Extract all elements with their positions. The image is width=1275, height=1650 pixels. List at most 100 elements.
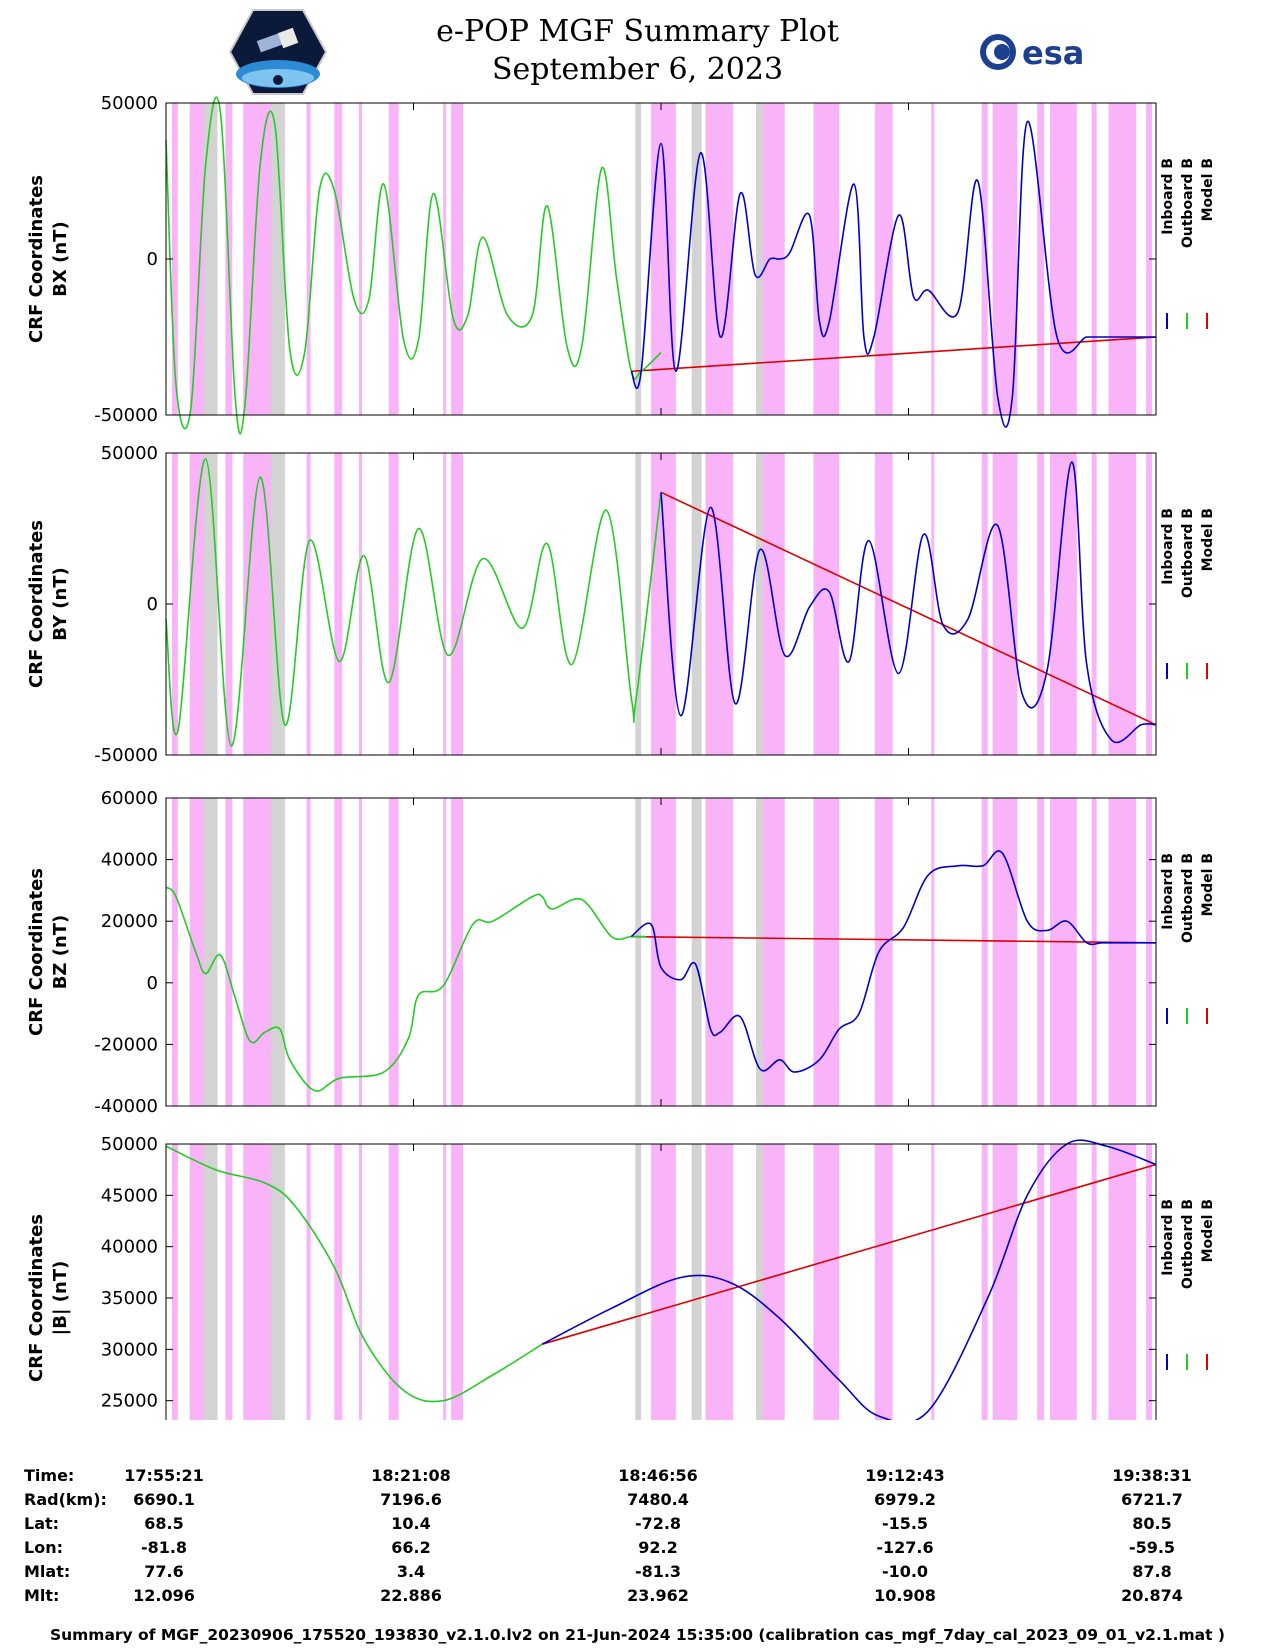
table-cell: 18:46:56 (618, 1466, 698, 1485)
pink-band (306, 1144, 311, 1420)
pink-band (705, 453, 734, 755)
y-tick-label: 45000 (101, 1185, 158, 1206)
pink-band (334, 453, 343, 755)
gray-band (756, 103, 763, 415)
gray-band (203, 1144, 218, 1420)
pink-band (1091, 798, 1097, 1106)
pink-band (451, 103, 463, 415)
legend-label: Inboard B (1160, 508, 1176, 585)
legend-label: Model B (1200, 158, 1216, 221)
gray-band (635, 1144, 642, 1420)
y-axis-label: CRF Coordinates (26, 175, 47, 343)
table-cell: 92.2 (638, 1538, 678, 1557)
legend-label: Model B (1200, 1199, 1216, 1262)
pink-band (306, 103, 311, 415)
pink-band (388, 453, 399, 755)
pink-band (388, 798, 399, 1106)
series-line-outboard (165, 458, 662, 747)
y-tick-label: 50000 (101, 93, 158, 114)
pink-band (359, 103, 363, 415)
y-tick-label: 40000 (101, 1237, 158, 1258)
plot-date: September 6, 2023 (491, 52, 784, 87)
pink-band (171, 1144, 178, 1420)
legend-label: Inboard B (1160, 158, 1176, 235)
pink-band (306, 453, 311, 755)
legend-label: Outboard B (1180, 1199, 1196, 1289)
table-cell: 3.4 (396, 1562, 426, 1581)
y-tick-label: -20000 (94, 1034, 158, 1055)
pink-band (760, 453, 785, 755)
y-tick-label: -40000 (94, 1096, 158, 1117)
pink-band (931, 798, 935, 1106)
pink-band (931, 453, 935, 755)
gray-band (635, 798, 642, 1106)
table-cell: 68.5 (144, 1514, 184, 1533)
gray-band (691, 103, 702, 415)
table-label-lon: Lon: (24, 1538, 63, 1557)
table-cell: -81.8 (140, 1538, 188, 1557)
pink-band (1146, 798, 1153, 1106)
table-cell: 10.908 (874, 1586, 936, 1605)
y-tick-label: 0 (147, 594, 158, 615)
pink-band (813, 453, 840, 755)
series-line-inboard (630, 120, 1156, 428)
gray-band (691, 798, 702, 1106)
gray-band (270, 1144, 285, 1420)
gray-band (270, 798, 285, 1106)
legend-label: Outboard B (1180, 853, 1196, 943)
gray-band (203, 453, 218, 755)
y-tick-label: 25000 (101, 1391, 158, 1412)
legend-label: Inboard B (1160, 853, 1176, 930)
table-cell: 77.6 (144, 1562, 184, 1581)
pink-band (1037, 453, 1045, 755)
pink-band (874, 453, 893, 755)
gray-band (635, 103, 642, 415)
table-cell: 6721.7 (1121, 1490, 1183, 1509)
pink-band (1050, 1144, 1077, 1420)
pink-band (1037, 1144, 1045, 1420)
esa-logo: esa (980, 34, 1084, 72)
pink-band (931, 1144, 935, 1420)
pink-band (931, 103, 935, 415)
pink-band (1108, 1144, 1137, 1420)
pink-band (334, 103, 343, 415)
table-cell: 7480.4 (627, 1490, 689, 1509)
pink-band (225, 1144, 233, 1420)
pink-band (171, 453, 178, 755)
pink-band (874, 103, 893, 415)
series-line-model (631, 336, 1157, 373)
table-cell: -127.6 (876, 1538, 934, 1557)
pink-band (451, 1144, 463, 1420)
legend-label: Outboard B (1180, 508, 1196, 598)
pink-band (306, 798, 311, 1106)
pink-band (651, 798, 676, 1106)
table-label-mlt: Mlt: (24, 1586, 60, 1605)
y-tick-label: 35000 (101, 1288, 158, 1309)
gray-band (756, 453, 763, 755)
table-cell: 19:38:31 (1112, 1466, 1192, 1485)
pink-band (651, 1144, 676, 1420)
legend-label: Outboard B (1180, 158, 1196, 248)
table-cell: 19:12:43 (865, 1466, 945, 1485)
pink-band (981, 1144, 988, 1420)
y-tick-label: 50000 (101, 443, 158, 464)
pink-band (992, 798, 1018, 1106)
series-line-inboard (630, 850, 1156, 1073)
y-tick-label: -50000 (94, 745, 158, 766)
y-axis-label: CRF Coordinates (26, 1214, 47, 1382)
pink-band (1050, 798, 1077, 1106)
gray-band (756, 1144, 763, 1420)
series-line-model (660, 491, 1157, 726)
pink-band (171, 798, 178, 1106)
gray-band (691, 1144, 702, 1420)
pink-band (443, 798, 447, 1106)
table-cell: 6690.1 (133, 1490, 195, 1509)
y-tick-label: -50000 (94, 405, 158, 426)
gray-band (270, 453, 285, 755)
y-tick-label: 50000 (101, 1134, 158, 1155)
series-line-model (541, 1163, 1157, 1345)
table-label-rad: Rad(km): (24, 1490, 107, 1509)
pink-band (1108, 798, 1137, 1106)
y-axis-label: CRF Coordinates (26, 520, 47, 688)
